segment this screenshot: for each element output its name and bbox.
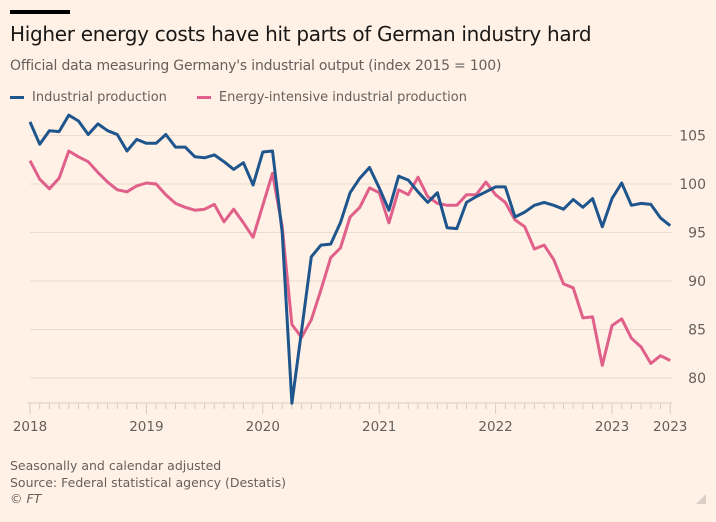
legend-swatch-industrial [10,96,24,99]
x-tick-label: 2023 [653,419,687,435]
legend-swatch-energy-intensive [196,96,211,99]
y-tick-label: 105 [679,129,706,145]
footer-note: Seasonally and calendar adjusted [10,458,222,473]
y-tick-label: 100 [679,177,706,193]
y-tick-label: 80 [688,371,706,387]
footer: Seasonally and calendar adjusted Source:… [10,458,286,508]
x-tick-label: 2018 [13,419,47,435]
y-tick-label: 90 [688,274,706,290]
legend-item-energy-intensive: Energy-intensive industrial production [196,90,467,105]
x-tick-label: 2022 [478,419,512,435]
chart-title: Higher energy costs have hit parts of Ge… [10,22,592,46]
chart-subtitle: Official data measuring Germany's indust… [10,58,502,74]
y-axis-labels: 80 85 90 95 100 105 [679,129,706,388]
x-tick-label: 2020 [246,419,280,435]
x-tick-label: 2023 [595,419,629,435]
legend-label-energy-intensive: Energy-intensive industrial production [218,90,467,105]
x-tick-label: 2021 [362,419,396,435]
resize-handle-icon [696,494,706,504]
legend: Industrial production Energy-intensive i… [10,90,497,105]
brand-bar [10,10,70,14]
series-lines [28,113,672,405]
y-tick-label: 85 [688,323,706,339]
gridlines [30,135,672,379]
series-line-industrial-production [28,113,672,405]
legend-item-industrial: Industrial production [10,90,167,105]
x-tick-label: 2019 [129,419,163,435]
footer-source: Source: Federal statistical agency (Dest… [10,474,286,490]
x-axis: 2018 2019 2020 2021 2022 2023 2023 [13,402,687,435]
series-line-energy-intensive [28,149,671,367]
y-tick-label: 95 [688,226,706,242]
legend-label-industrial: Industrial production [32,90,167,105]
footer-copyright: © FT [10,491,42,506]
